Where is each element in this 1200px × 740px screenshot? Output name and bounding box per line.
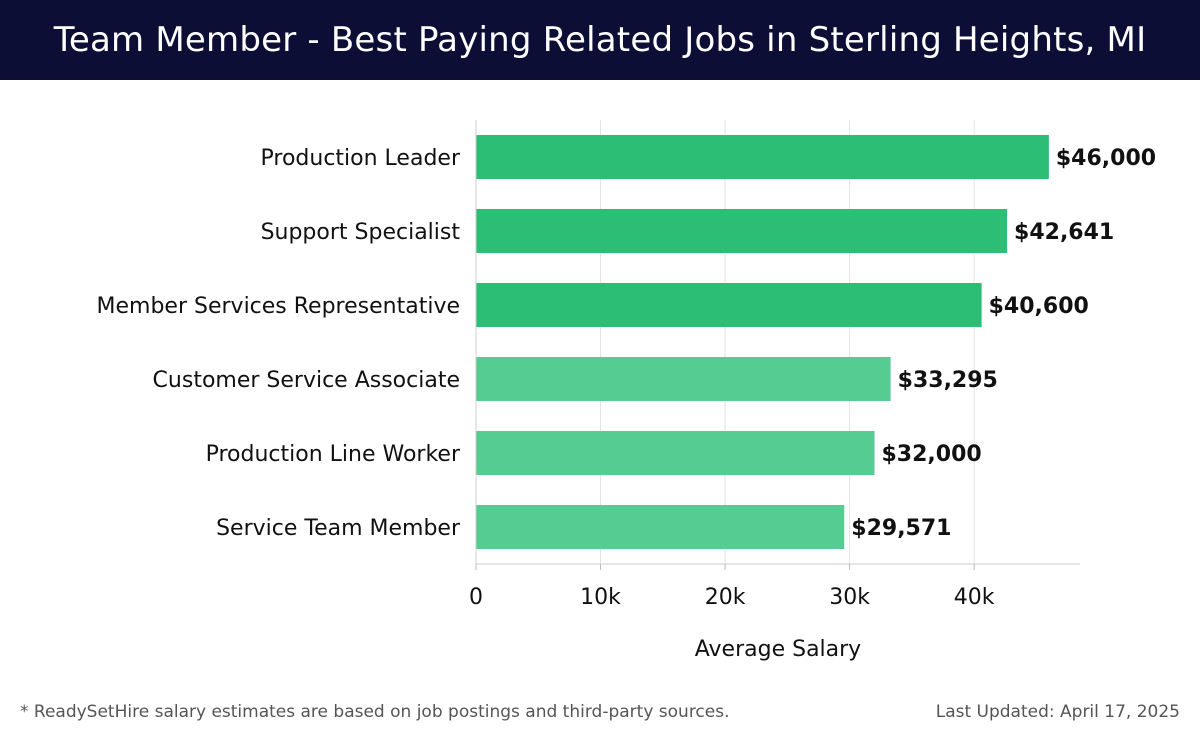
value-label: $32,000 [882,442,982,467]
category-label: Customer Service Associate [153,368,460,393]
last-updated: Last Updated: April 17, 2025 [935,702,1180,722]
bar [476,505,845,549]
category-label: Production Leader [261,146,461,171]
bar [476,357,891,401]
chart-title: Team Member - Best Paying Related Jobs i… [53,20,1147,60]
category-label: Support Specialist [261,220,461,245]
x-tick-label: 20k [705,585,746,610]
bar [476,209,1008,253]
value-label: $46,000 [1056,146,1156,171]
chart-header: Team Member - Best Paying Related Jobs i… [0,0,1200,80]
x-tick-label: 40k [954,585,995,610]
category-label: Service Team Member [216,516,461,541]
salary-bar-chart: Production Leader $46,000 Support Speciali… [97,120,1156,662]
category-label: Production Line Worker [206,442,461,467]
x-tick-label: 10k [580,585,621,610]
x-axis: 0 10k 20k 30k 40k [469,120,1080,610]
footnote: * ReadySetHire salary estimates are base… [20,702,730,722]
x-axis-label: Average Salary [695,637,861,662]
bar [476,283,982,327]
value-label: $33,295 [898,368,998,393]
x-tick-label: 0 [469,585,483,610]
value-label: $42,641 [1014,220,1114,245]
bar [476,431,875,475]
value-label: $29,571 [851,516,951,541]
bar [476,135,1049,179]
bars: Production Leader $46,000 Support Speciali… [97,135,1156,549]
grid-lines [475,120,975,564]
value-label: $40,600 [989,294,1089,319]
x-tick-label: 30k [829,585,870,610]
category-label: Member Services Representative [97,294,460,319]
